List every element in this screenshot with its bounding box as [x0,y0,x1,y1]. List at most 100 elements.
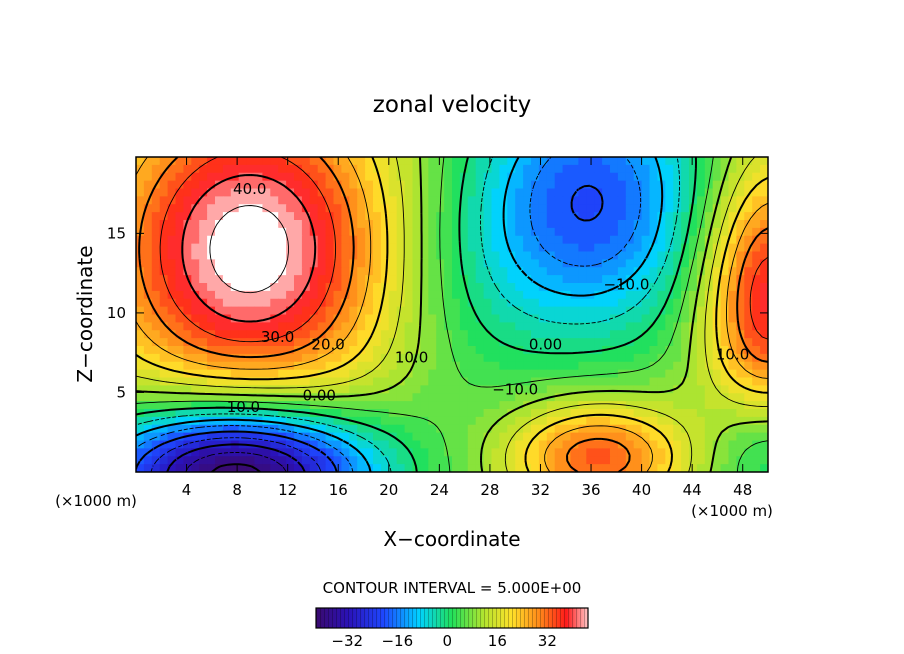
field-cell [657,267,666,276]
field-cell [467,180,477,190]
field-cell [720,464,730,472]
field-cell [357,220,366,229]
field-cell [286,448,295,457]
field-cell [294,157,303,166]
field-cell [175,180,184,190]
field-cell [262,243,271,253]
field-cell [175,164,184,174]
field-cell [404,346,414,355]
field-cell [294,298,303,308]
field-cell [491,322,500,331]
field-cell [602,377,611,386]
field-cell [151,416,161,426]
field-cell [610,393,619,402]
field-cell [270,338,279,347]
field-cell [388,416,398,426]
field-cell [602,306,611,316]
field-cell [546,464,556,472]
field-cell [175,172,184,182]
field-cell [760,227,768,237]
field-cell [704,401,714,410]
field-cell [523,448,532,457]
field-cell [704,267,714,276]
field-cell [681,251,690,260]
field-cell [752,188,761,197]
field-cell [712,464,722,472]
field-cell [578,409,587,418]
field-cell [230,432,240,442]
field-cell [341,251,350,260]
field-cell [420,298,429,308]
field-cell [270,393,279,402]
field-cell [641,464,651,472]
field-cell [143,314,153,323]
field-cell [222,157,232,166]
field-cell [151,448,161,457]
field-cell [467,164,477,174]
field-cell [191,298,200,308]
field-cell [633,298,643,308]
field-cell [760,298,768,308]
field-cell [610,164,619,174]
field-cell [404,448,414,457]
field-cell [760,353,768,363]
field-cell [207,424,216,434]
field-cell [704,212,714,221]
field-cell [270,401,279,410]
field-cell [625,306,635,316]
field-cell [341,416,350,426]
field-cell [254,180,263,190]
field-cell [681,338,690,347]
field-cell [681,448,690,457]
field-cell [602,353,611,363]
field-cell [294,235,303,245]
field-cell [175,220,184,229]
field-cell [436,424,445,434]
field-cell [633,369,643,379]
field-cell [380,235,390,245]
field-cell [499,401,508,410]
field-cell [183,290,192,300]
field-cell [404,227,414,237]
field-cell [262,204,271,213]
field-cell [167,456,177,465]
field-cell [143,298,153,308]
field-cell [633,172,643,182]
field-cell [760,440,768,449]
field-cell [199,330,208,339]
field-cell [143,424,153,434]
field-cell [570,157,579,166]
field-cell [704,204,714,213]
field-cell [444,314,453,323]
field-cell [301,330,311,339]
field-cell [436,353,445,363]
field-cell [286,416,295,426]
field-cell [507,180,516,190]
field-cell [388,227,398,237]
field-cell [136,346,145,355]
field-cell [570,306,579,316]
field-cell [499,251,508,260]
field-cell [610,235,619,245]
field-cell [554,180,564,190]
field-cell [610,180,619,190]
field-cell [578,314,587,323]
field-cell [546,259,556,268]
field-cell [357,314,366,323]
field-cell [207,204,216,213]
field-cell [720,393,730,402]
field-cell [175,306,184,316]
field-cell [278,424,287,434]
field-cell [507,290,516,300]
field-cell [467,306,477,316]
field-cell [278,243,287,253]
field-cell [207,235,216,245]
field-cell [207,432,216,442]
field-cell [665,157,674,166]
field-cell [578,212,587,221]
field-cell [365,227,374,237]
field-cell [452,401,461,410]
field-cell [151,314,161,323]
field-cell [704,393,714,402]
field-cell [325,401,335,410]
